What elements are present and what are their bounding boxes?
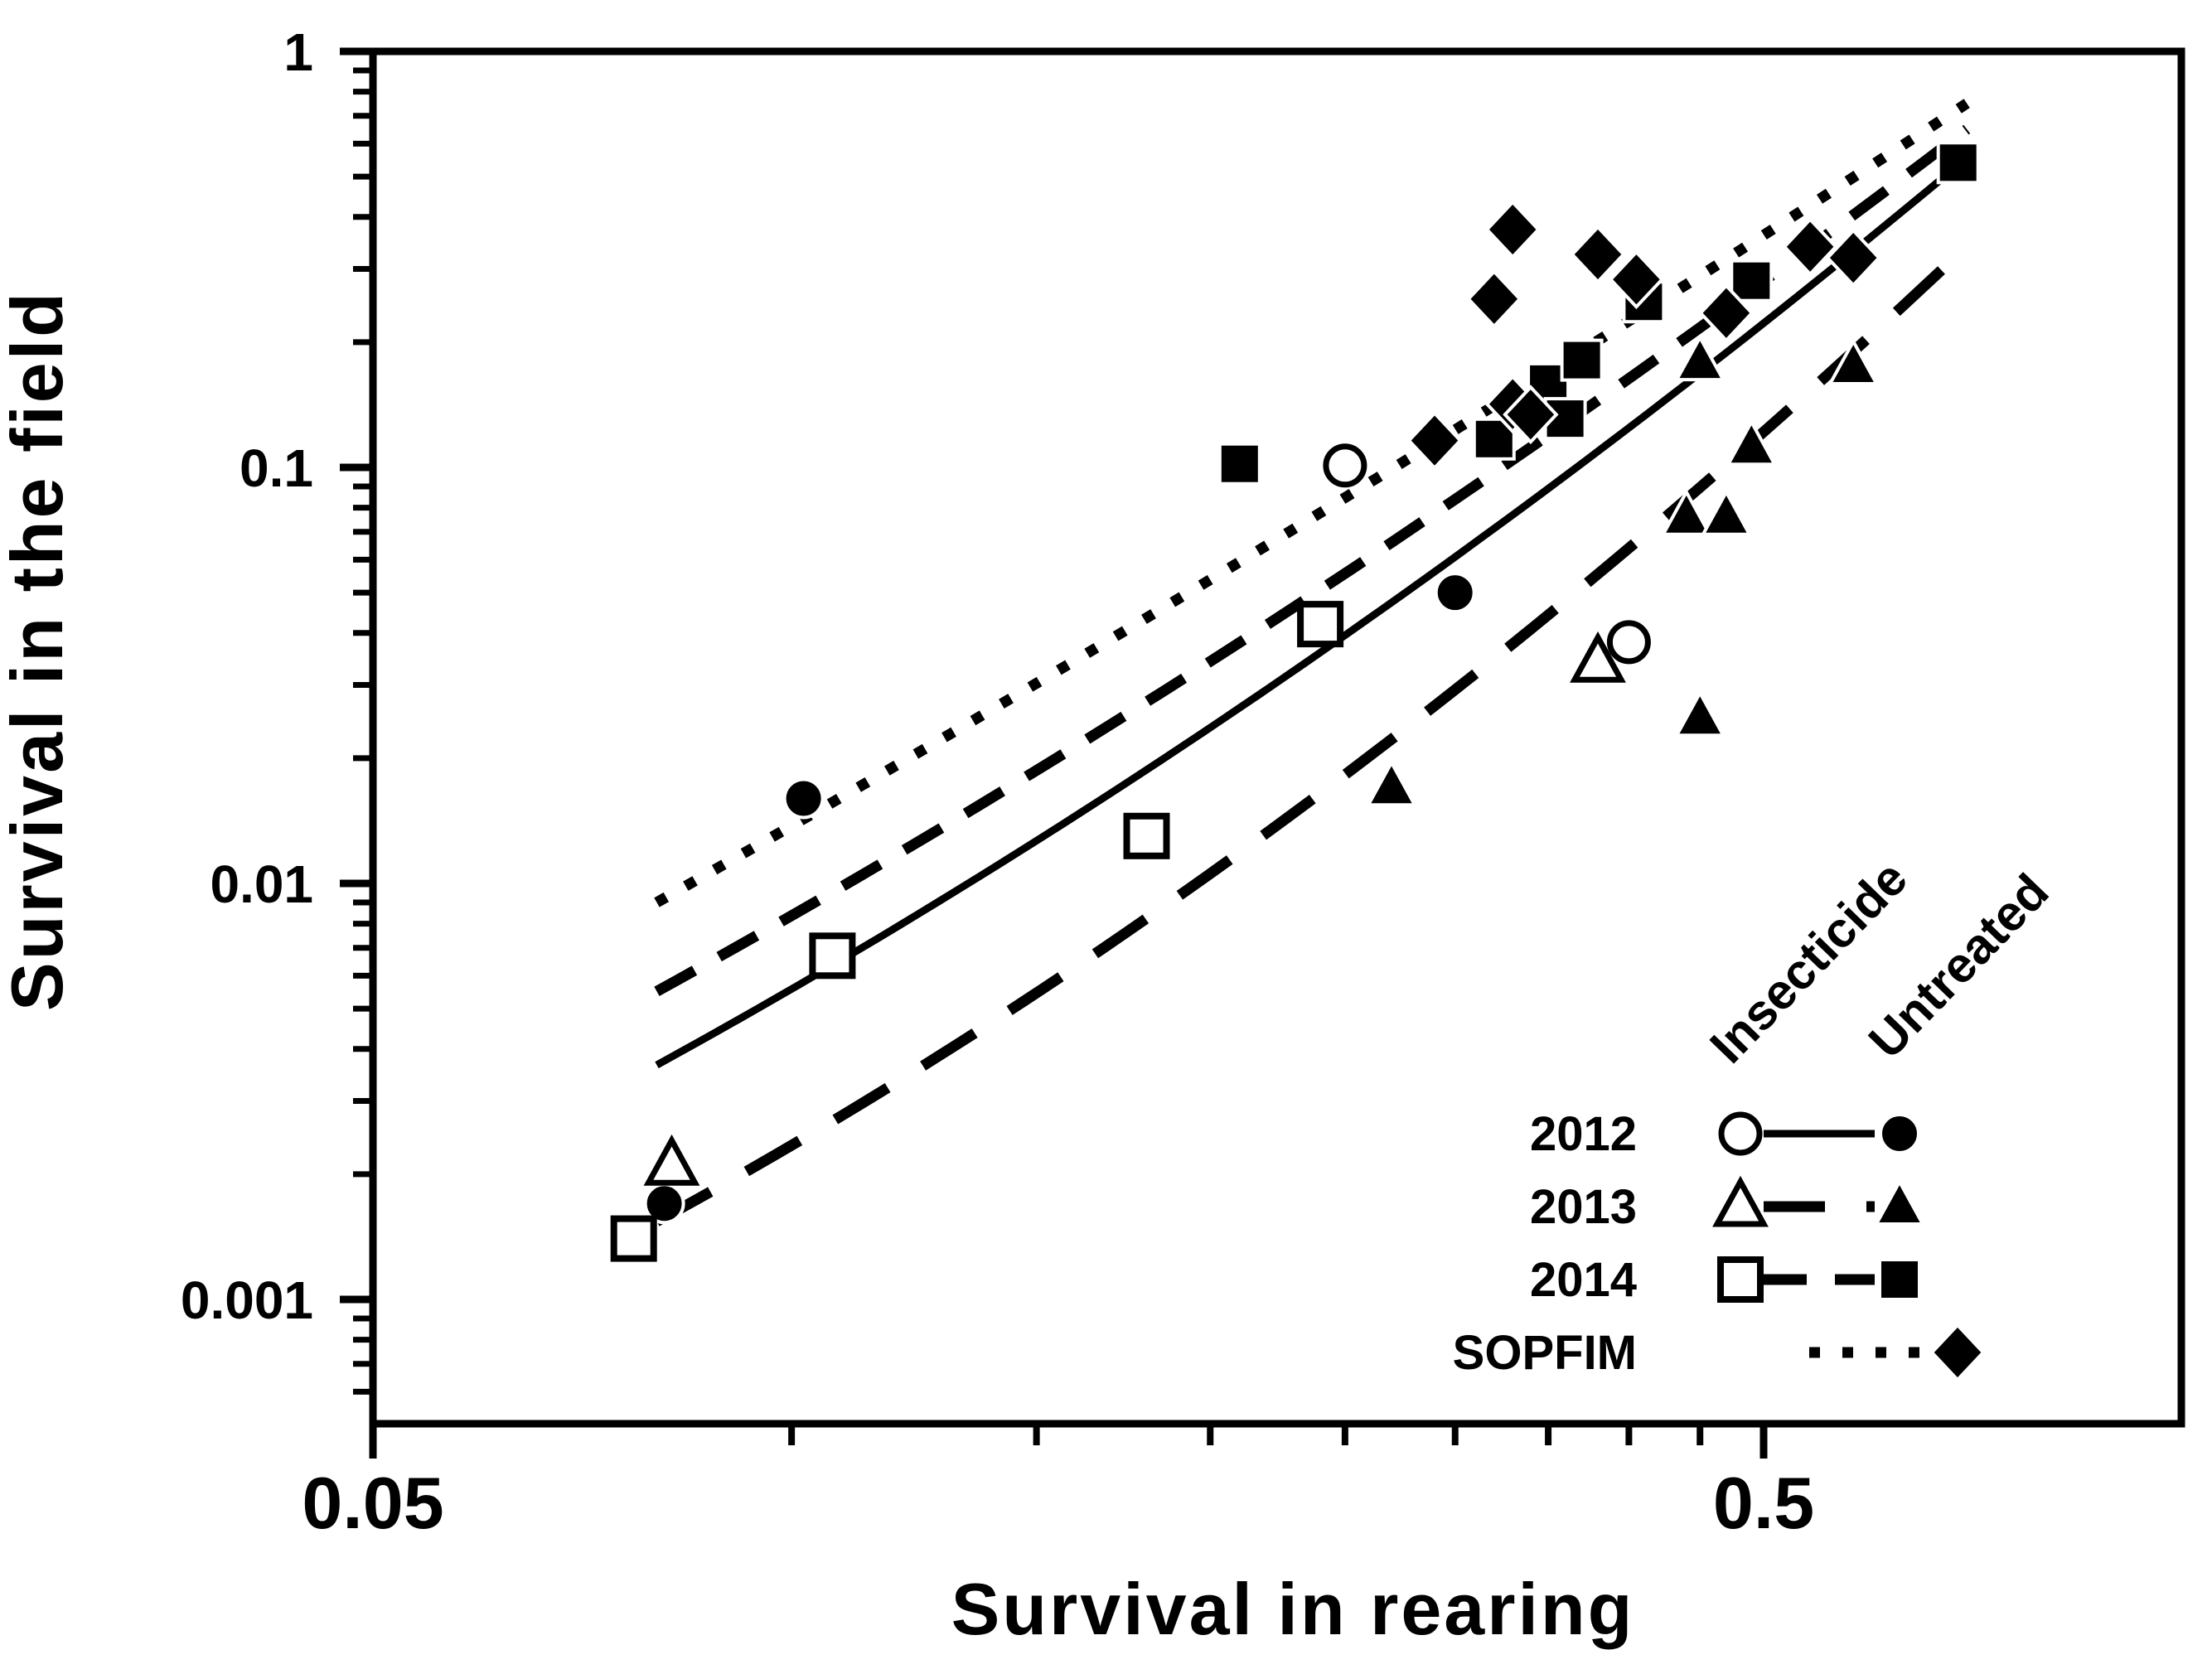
triangle-glyph: [1673, 333, 1726, 382]
square-glyph: [610, 1215, 657, 1262]
point-sopfim-untreated: [1466, 269, 1522, 329]
point-2014-insecticide: [1123, 812, 1170, 859]
legend-label-2014: 2014: [1530, 1253, 1637, 1307]
axis-tick-labels-layer: 0.05 0.5 1 0.1 0.01 0.001: [181, 22, 1814, 1544]
x-tick-label: 0.05: [302, 1462, 443, 1544]
circle-glyph: [1606, 620, 1651, 665]
diamond-glyph: [1608, 249, 1665, 310]
diamond-glyph: [1570, 225, 1626, 284]
legend-filled-marker-sopfim: [1929, 1323, 1986, 1382]
legend-open-marker-2014: [1717, 1256, 1764, 1303]
point-2013-untreated: [1725, 418, 1778, 467]
square-glyph: [1730, 259, 1774, 302]
data-markers-layer: [610, 141, 1980, 1262]
curve-sopfim: [654, 99, 1970, 907]
y-tick-label: 0.01: [210, 854, 313, 914]
point-sopfim-untreated: [1782, 216, 1838, 277]
point-sopfim-untreated: [1503, 385, 1559, 445]
circle-glyph: [782, 777, 825, 820]
diamond-glyph: [1929, 1323, 1986, 1382]
y-tick-label: 1: [283, 22, 313, 82]
square-glyph: [1217, 442, 1261, 486]
point-2012-insecticide: [1606, 620, 1651, 665]
triangle-glyph: [1660, 488, 1713, 536]
point-2014-insecticide: [809, 932, 856, 980]
legend-filled-marker-2013: [1873, 1178, 1926, 1226]
plot-frame: [369, 47, 2185, 1428]
legend-label-2013: 2013: [1530, 1180, 1637, 1234]
triangle-glyph: [1673, 689, 1726, 738]
square-glyph: [1297, 601, 1344, 648]
legend-label-2012: 2012: [1530, 1107, 1637, 1161]
axis-ticks-layer: [340, 47, 1768, 1459]
triangle-glyph: [1725, 418, 1778, 467]
triangle-glyph: [643, 1134, 700, 1186]
square-glyph: [809, 932, 856, 980]
point-2013-insecticide: [1570, 631, 1626, 683]
circle-glyph: [1879, 1113, 1920, 1154]
point-2013-untreated: [1660, 488, 1713, 536]
legend-symbols-layer: [1712, 1111, 1986, 1382]
point-2014-untreated: [1936, 141, 1980, 185]
triangle-glyph: [1827, 337, 1880, 385]
square-glyph: [1936, 141, 1980, 185]
diamond-glyph: [1825, 228, 1881, 288]
curve-2013: [654, 246, 1967, 1226]
circle-glyph: [1718, 1111, 1763, 1156]
point-2013-insecticide: [643, 1134, 700, 1186]
circle-glyph: [1434, 572, 1476, 614]
y-tick-label: 0.1: [240, 438, 313, 498]
diamond-glyph: [1698, 283, 1755, 343]
point-2013-untreated: [1827, 337, 1880, 385]
point-2014-insecticide: [610, 1215, 657, 1262]
point-sopfim-untreated: [1698, 283, 1755, 343]
diamond-glyph: [1466, 269, 1522, 329]
triangle-glyph: [1873, 1178, 1926, 1226]
diamond-glyph: [1406, 410, 1463, 471]
y-axis-title: Survival in the field: [0, 290, 78, 1011]
x-axis-title: Survival in rearing: [951, 1568, 1635, 1650]
diamond-glyph: [1503, 385, 1559, 445]
square-glyph: [1878, 1258, 1921, 1301]
point-sopfim-untreated: [1484, 200, 1541, 259]
legend-filled-marker-2014: [1878, 1258, 1921, 1301]
point-sopfim-untreated: [1825, 228, 1881, 288]
point-2013-untreated: [1673, 333, 1726, 382]
point-2012-untreated: [1434, 572, 1476, 614]
square-glyph: [1560, 338, 1604, 382]
curve-2014: [654, 124, 1971, 996]
point-2014-untreated: [1217, 442, 1261, 486]
circle-glyph: [1323, 443, 1367, 488]
point-sopfim-untreated: [1608, 249, 1665, 310]
y-tick-label: 0.001: [181, 1270, 313, 1330]
triangle-glyph: [1712, 1175, 1769, 1227]
diamond-glyph: [1484, 200, 1541, 259]
point-2013-untreated: [1700, 488, 1753, 536]
curve-2012: [655, 171, 1950, 1069]
legend-filled-marker-2012: [1879, 1113, 1920, 1154]
point-2014-untreated: [1560, 338, 1604, 382]
point-2014-insecticide: [1297, 601, 1344, 648]
point-2013-untreated: [1673, 689, 1726, 738]
legend-label-sopfim: SOPFIM: [1453, 1326, 1637, 1380]
point-2012-insecticide: [1323, 443, 1367, 488]
x-tick-label: 0.5: [1713, 1462, 1814, 1544]
diamond-glyph: [1782, 216, 1838, 277]
triangle-glyph: [1365, 759, 1418, 807]
legend-open-marker-2012: [1718, 1111, 1763, 1156]
point-2012-untreated: [782, 777, 825, 820]
triangle-glyph: [1570, 631, 1626, 683]
triangle-glyph: [1700, 488, 1753, 536]
point-sopfim-untreated: [1570, 225, 1626, 284]
point-2014-untreated: [1730, 259, 1774, 302]
square-glyph: [1123, 812, 1170, 859]
square-glyph: [1717, 1256, 1764, 1303]
point-2013-untreated: [1365, 759, 1418, 807]
point-sopfim-untreated: [1406, 410, 1463, 471]
legend-open-marker-2013: [1712, 1175, 1769, 1227]
